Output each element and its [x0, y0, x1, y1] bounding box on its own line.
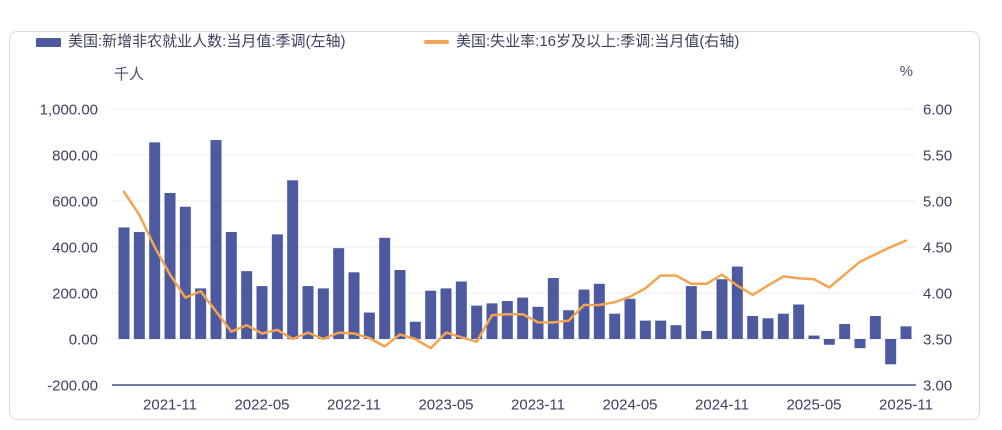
bar	[854, 339, 866, 349]
bar	[762, 318, 774, 339]
legend-label-unemployment: 美国:失业率:16岁及以上:季调:当月值(右轴)	[456, 33, 740, 50]
x-axis-tick-label: 2025-05	[786, 396, 841, 413]
bar	[471, 305, 483, 339]
x-axis-tick-label: 2024-11	[695, 396, 749, 413]
left-axis-tick-label: 1,000.00	[40, 101, 98, 118]
bar	[394, 270, 406, 339]
bar-series-swatch-icon	[36, 37, 61, 47]
bar	[885, 339, 897, 365]
bar	[685, 286, 697, 339]
bar	[701, 330, 713, 339]
bar	[409, 321, 421, 339]
bar	[164, 192, 176, 339]
right-axis-tick-label: 6.00	[923, 101, 952, 118]
bar	[348, 272, 360, 339]
bar	[593, 283, 605, 339]
bar	[747, 316, 759, 339]
bar	[179, 206, 191, 339]
bar	[578, 289, 590, 339]
bar	[210, 140, 222, 339]
bar	[777, 313, 789, 339]
bar	[869, 316, 881, 339]
bar	[563, 310, 575, 339]
bar	[440, 288, 452, 339]
x-axis-tick-label: 2022-05	[234, 396, 289, 413]
x-axis-tick-label: 2021-11	[143, 396, 197, 413]
x-axis-tick-label: 2025-11	[879, 396, 933, 413]
bar	[317, 288, 329, 339]
right-axis-unit: %	[899, 63, 913, 80]
bar	[225, 232, 237, 339]
right-axis-tick-label: 4.50	[923, 239, 952, 256]
bar	[302, 286, 314, 339]
right-axis-tick-label: 5.00	[923, 193, 952, 210]
legend-item-payrolls[interactable]: 美国:新增非农就业人数:当月值:季调(左轴)	[36, 33, 346, 51]
bar	[823, 339, 835, 345]
bar	[547, 278, 559, 339]
bar	[425, 290, 437, 339]
left-axis-tick-label: 400.00	[52, 239, 98, 256]
bar	[363, 312, 375, 339]
bar	[271, 234, 283, 339]
bar	[808, 335, 820, 339]
left-axis-tick-label: -200.00	[47, 377, 98, 394]
bar	[195, 288, 207, 339]
bar	[731, 266, 743, 339]
bar	[133, 232, 145, 339]
x-axis-tick-label: 2024-05	[602, 396, 657, 413]
right-axis-tick-label: 4.00	[923, 285, 952, 302]
left-axis-tick-label: 200.00	[52, 285, 98, 302]
bar	[900, 326, 912, 339]
bar	[655, 320, 667, 339]
bar	[670, 325, 682, 339]
x-axis-tick-label: 2023-11	[511, 396, 565, 413]
bar	[716, 279, 728, 339]
bar	[517, 297, 529, 339]
bar	[501, 301, 513, 339]
right-axis-tick-label: 3.50	[923, 331, 952, 348]
left-axis-tick-label: 600.00	[52, 193, 98, 210]
bar	[455, 281, 467, 339]
x-axis-tick-label: 2023-05	[418, 396, 473, 413]
bar	[609, 313, 621, 339]
bar	[793, 304, 805, 339]
bar	[639, 320, 651, 339]
bar	[379, 237, 391, 339]
left-axis-tick-label: 800.00	[52, 147, 98, 164]
bar	[256, 286, 268, 339]
left-axis-tick-label: 0.00	[69, 331, 98, 348]
bar	[287, 180, 299, 339]
bar	[118, 227, 130, 339]
line-series-swatch-icon	[424, 40, 449, 44]
legend-item-unemployment[interactable]: 美国:失业率:16岁及以上:季调:当月值(右轴)	[424, 33, 739, 51]
right-axis-tick-label: 3.00	[923, 377, 952, 394]
bar	[486, 303, 498, 339]
bar	[241, 271, 253, 339]
x-axis-tick-label: 2022-11	[327, 396, 381, 413]
right-axis-tick-label: 5.50	[923, 147, 952, 164]
left-axis-unit: 千人	[114, 66, 145, 83]
unemployment-line	[122, 190, 908, 350]
bar	[839, 324, 851, 339]
bar	[333, 248, 345, 339]
legend-label-payrolls: 美国:新增非农就业人数:当月值:季调(左轴)	[68, 33, 346, 50]
bar	[149, 142, 161, 339]
bar	[624, 298, 636, 339]
